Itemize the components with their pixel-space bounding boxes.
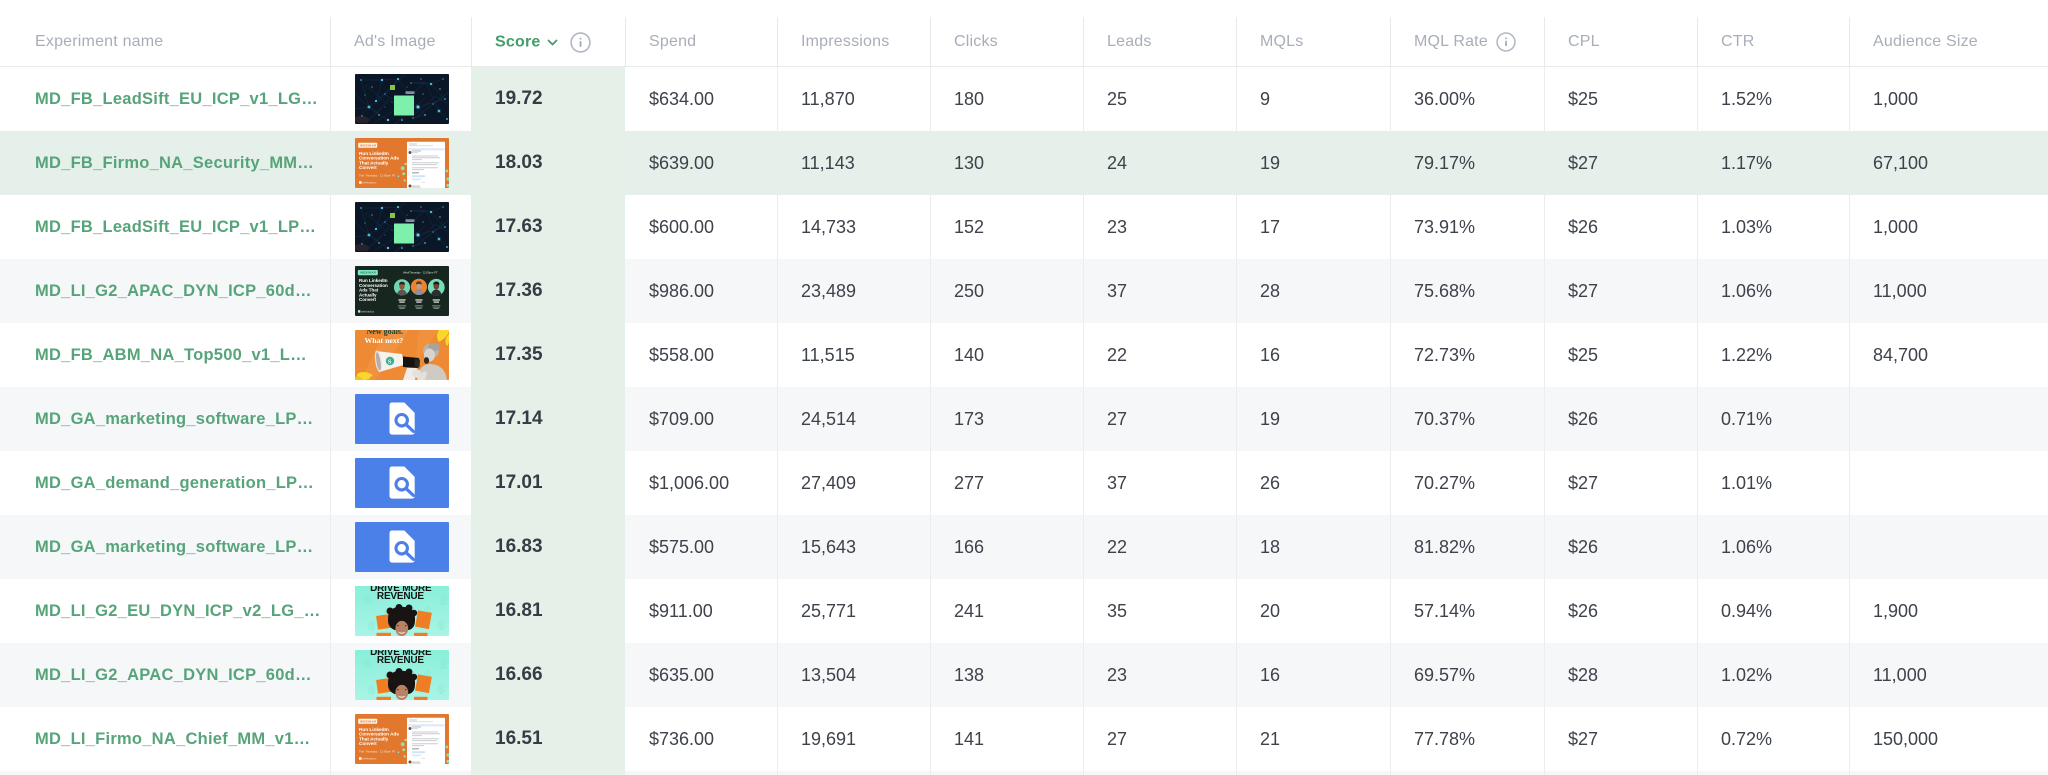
svg-text:REVENUE: REVENUE <box>377 655 424 666</box>
svg-text:Conversation Ads: Conversation Ads <box>359 732 399 737</box>
svg-text:Actually: Actually <box>359 292 377 297</box>
svg-text:REVENUE: REVENUE <box>377 591 424 602</box>
svg-text:webinarly.io: webinarly.io <box>362 181 376 185</box>
svg-text:S: S <box>438 595 447 608</box>
svg-text:This Thursday · 12:00pm PT: This Thursday · 12:00pm PT <box>359 749 396 753</box>
svg-text:That Actually: That Actually <box>359 160 389 165</box>
svg-text:Wed/Thursday · 12:00pm PT: Wed/Thursday · 12:00pm PT <box>403 271 438 275</box>
svg-text:Ads That: Ads That <box>359 288 379 293</box>
svg-text:S: S <box>388 359 392 365</box>
svg-text:S: S <box>438 659 447 672</box>
svg-text:WEBINAR: WEBINAR <box>360 271 376 275</box>
svg-text:What next?: What next? <box>365 336 404 345</box>
svg-text:Convert: Convert <box>359 165 377 170</box>
svg-text:DRIVE MORE: DRIVE MORE <box>370 586 432 594</box>
svg-text:S: S <box>366 620 375 633</box>
svg-text:Conversation: Conversation <box>359 283 388 288</box>
svg-text:Run LinkedIn: Run LinkedIn <box>359 727 389 732</box>
svg-text:S: S <box>436 684 445 697</box>
svg-text:DRIVE MORE: DRIVE MORE <box>370 650 432 658</box>
svg-text:S: S <box>366 684 375 697</box>
svg-text:webinarly.io: webinarly.io <box>362 757 376 761</box>
svg-text:WEBINAR: WEBINAR <box>360 720 377 724</box>
svg-text:This Thursday · 12:00pm PT: This Thursday · 12:00pm PT <box>359 173 396 177</box>
svg-text:New goals.: New goals. <box>367 330 403 336</box>
svg-text:S: S <box>436 620 445 633</box>
svg-text:webinarly.io: webinarly.io <box>361 310 375 313</box>
svg-text:S: S <box>363 657 373 670</box>
svg-text:Run LinkedIn: Run LinkedIn <box>359 151 389 156</box>
svg-text:Run LinkedIn: Run LinkedIn <box>359 278 388 283</box>
svg-text:S: S <box>363 593 373 606</box>
svg-text:WEBINAR: WEBINAR <box>360 144 377 148</box>
svg-text:Convert: Convert <box>359 741 377 746</box>
svg-text:That Actually: That Actually <box>359 736 389 741</box>
svg-text:Conversation Ads: Conversation Ads <box>359 156 399 161</box>
svg-text:Convert: Convert <box>359 297 377 302</box>
